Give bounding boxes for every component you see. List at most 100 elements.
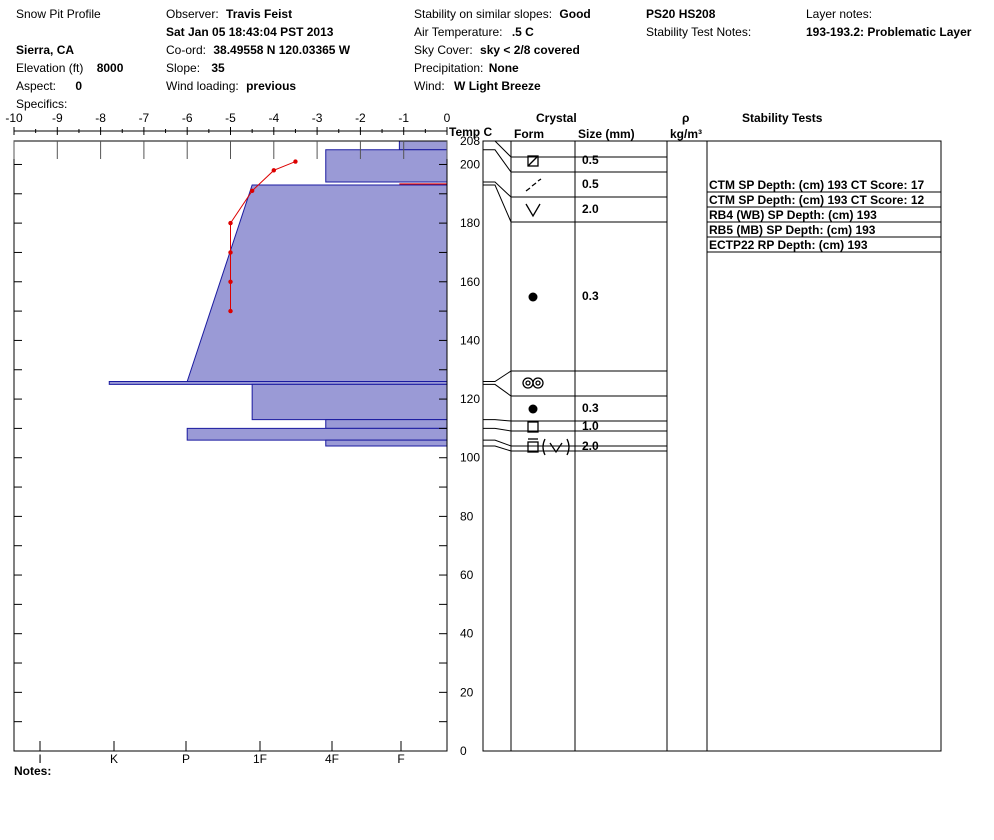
density-unit-header: kg/m³ <box>670 127 703 141</box>
stability-tests-header: Stability Tests <box>742 111 823 125</box>
wind-loading-label: Wind loading: <box>166 79 239 93</box>
air-temp-row: Air Temperature: .5 C <box>414 25 534 39</box>
layer-boundary-connector <box>483 140 667 158</box>
size-column-header: Size (mm) <box>578 127 635 141</box>
layer-boundary-connector <box>483 370 667 382</box>
height-tick-label: 208 <box>460 134 480 148</box>
temp-tick-label: -3 <box>312 111 323 125</box>
layer-boundary-connector <box>483 383 667 397</box>
melt-forms-icon <box>522 377 544 389</box>
crystal-size: 0.3 <box>582 289 599 303</box>
temperature-point <box>228 220 233 226</box>
ps-hs: PS20 HS208 <box>646 7 716 21</box>
coord-row: Co-ord: 38.49558 N 120.03365 W <box>166 43 350 57</box>
faceted-rounded-icon <box>527 155 539 167</box>
temperature-point <box>293 159 298 164</box>
datetime: Sat Jan 05 18:43:04 PST 2013 <box>166 25 334 39</box>
elevation-label: Elevation (ft) <box>16 61 84 75</box>
crystal-size: 1.0 <box>582 419 599 433</box>
page-title: Snow Pit Profile <box>16 7 101 21</box>
stability-test-entry: RB5 (MB) SP Depth: (cm) 193 <box>709 223 876 237</box>
location: Sierra, CA <box>16 43 75 57</box>
air-temp-value: .5 C <box>511 25 534 39</box>
temp-tick-label: 0 <box>444 111 451 125</box>
height-tick-label: 180 <box>460 216 480 230</box>
stability-test-entry: CTM SP Depth: (cm) 193 CT Score: 12 <box>709 193 924 207</box>
decomposing-icon <box>525 178 542 192</box>
crystal-size: 0.5 <box>582 153 599 167</box>
hardness-layer-3 <box>186 184 448 382</box>
layer-notes-label: Layer notes: <box>806 7 873 21</box>
temp-tick-label: -8 <box>95 111 106 125</box>
hardness-tick-label: K <box>110 752 118 766</box>
rounded-icon <box>528 404 538 414</box>
wind-row: Wind: W Light Breeze <box>414 79 541 93</box>
hardness-tick-label: I <box>38 752 41 766</box>
hardness-tick-label: P <box>182 752 190 766</box>
stability-row: Stability on similar slopes: Good <box>414 7 591 21</box>
height-tick-label: 100 <box>460 451 480 465</box>
wind-loading-row: Wind loading: previous <box>166 79 296 93</box>
temp-tick-label: -6 <box>182 111 193 125</box>
coord-value: 38.49558 N 120.03365 W <box>213 43 351 57</box>
observer-value: Travis Feist <box>226 7 293 21</box>
aspect-value: 0 <box>75 79 83 93</box>
air-temp-label: Air Temperature: <box>414 25 503 39</box>
layer-boundary-connector <box>483 149 667 173</box>
elevation-value: 8000 <box>96 61 124 75</box>
temp-tick-label: -2 <box>355 111 366 125</box>
depth-hoar-icon <box>525 203 541 218</box>
height-tick-label: 80 <box>460 509 474 523</box>
hardness-layer-7 <box>186 427 448 441</box>
specifics-label: Specifics: <box>16 97 68 111</box>
hardness-layer-5 <box>251 383 448 421</box>
hardness-layer-0 <box>398 140 448 151</box>
temp-tick-label: -5 <box>225 111 236 125</box>
layer-boundary-connector <box>483 419 667 422</box>
stability-test-entry: ECTP22 RP Depth: (cm) 193 <box>709 238 868 252</box>
density-column-header: ρ <box>682 111 690 125</box>
faceted-icon <box>527 421 539 433</box>
height-tick-label: 200 <box>460 157 480 171</box>
crystal-size: 2.0 <box>582 439 599 453</box>
height-tick-label: 40 <box>460 627 474 641</box>
hardness-layer-8 <box>325 439 448 447</box>
rounded-icon <box>528 292 538 302</box>
layer-boundary-connector <box>483 181 667 198</box>
notes-label: Notes: <box>14 764 52 778</box>
crystal-size: 2.0 <box>582 202 599 216</box>
hardness-tick-label: 1F <box>253 752 267 766</box>
coord-label: Co-ord: <box>166 43 207 57</box>
height-tick-label: 0 <box>460 744 467 758</box>
sky-row: Sky Cover: sky < 2/8 covered <box>414 43 580 57</box>
precip-row: Precipitation: None <box>414 61 519 75</box>
crystal-column-header: Crystal <box>536 111 577 125</box>
stability-test-entry: RB4 (WB) SP Depth: (cm) 193 <box>709 208 877 222</box>
hardness-layer-6 <box>325 419 448 429</box>
temperature-point <box>228 250 233 255</box>
wind-loading-value: previous <box>246 79 297 93</box>
crystal-size: 0.3 <box>582 401 599 415</box>
temp-tick-label: -10 <box>5 111 23 125</box>
temp-tick-label: -9 <box>52 111 63 125</box>
faceted-depth-hoar-icon <box>527 438 570 456</box>
elevation-row: Elevation (ft) 8000 <box>16 61 123 75</box>
height-tick-label: 20 <box>460 685 474 699</box>
wind-value: W Light Breeze <box>454 79 541 93</box>
hardness-tick-label: F <box>397 752 404 766</box>
sky-label: Sky Cover: <box>414 43 473 57</box>
stability-test-entry: CTM SP Depth: (cm) 193 CT Score: 17 <box>709 178 924 192</box>
wind-label: Wind: <box>414 79 445 93</box>
hardness-layer-1 <box>325 149 448 183</box>
temperature-point <box>249 188 255 194</box>
temp-tick-label: -7 <box>139 111 150 125</box>
aspect-row: Aspect: 0 <box>16 79 82 93</box>
layer-boundary-connector <box>483 184 667 223</box>
stability-value: Good <box>559 7 591 21</box>
slope-value: 35 <box>211 61 225 75</box>
height-tick-label: 140 <box>460 333 480 347</box>
crystal-size: 0.5 <box>582 177 599 191</box>
observer-label: Observer: <box>166 7 219 21</box>
temp-tick-label: -4 <box>268 111 279 125</box>
